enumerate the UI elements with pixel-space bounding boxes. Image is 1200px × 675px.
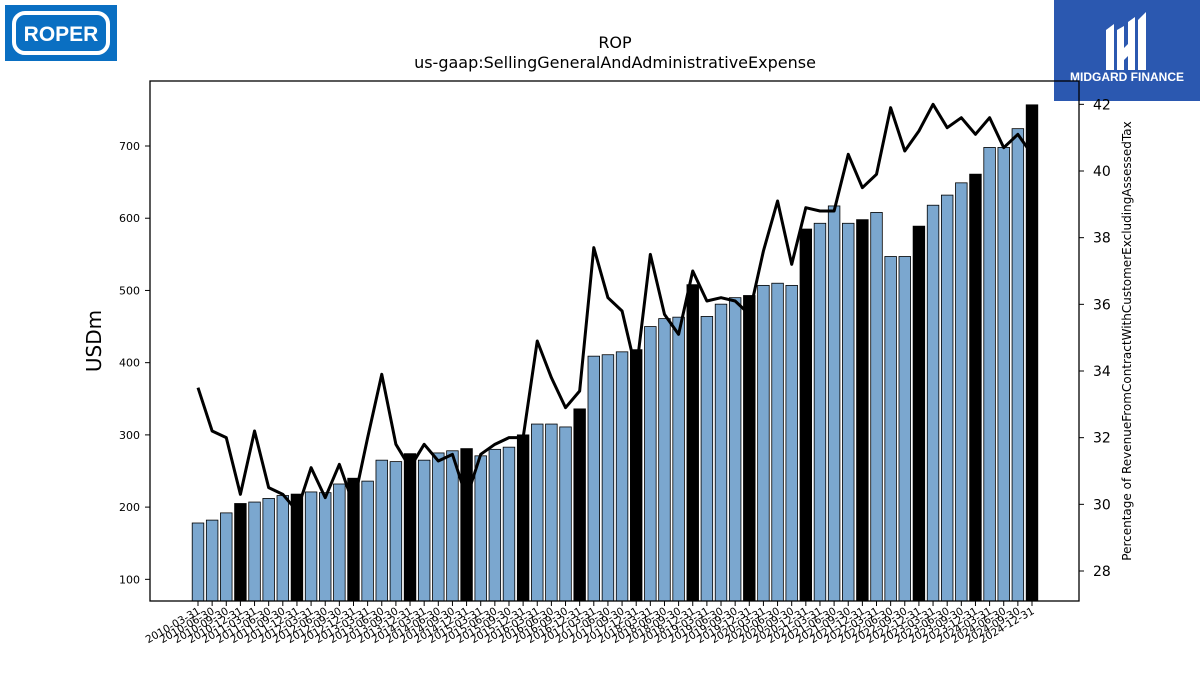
bar-2017-09-30 bbox=[615, 351, 629, 602]
bar-2018-09-30 bbox=[672, 316, 685, 602]
bar-2019-03-31 bbox=[700, 316, 714, 602]
bar-2022-12-31 bbox=[912, 225, 926, 602]
bar-2021-12-31 bbox=[856, 219, 869, 602]
y2-axis-label: Percentage of RevenueFromContractWithCus… bbox=[1120, 121, 1134, 560]
bar-2023-09-30 bbox=[955, 182, 968, 602]
y-tick-label: 600 bbox=[119, 212, 140, 225]
bar-2020-09-30 bbox=[785, 284, 798, 602]
bar-2010-12-31 bbox=[234, 503, 247, 602]
bar-2014-12-31 bbox=[460, 448, 473, 602]
midgard-logo-text: MIDGARD FINANCE bbox=[1070, 70, 1184, 84]
bar-2019-12-31 bbox=[743, 295, 756, 602]
y2-tick-label: 36 bbox=[1093, 297, 1111, 313]
y-tick-label: 700 bbox=[119, 140, 140, 153]
bar-2010-09-30 bbox=[220, 512, 233, 602]
roper-logo: ROPER bbox=[5, 5, 117, 61]
bar-2016-03-31 bbox=[531, 423, 544, 602]
y-tick-label: 500 bbox=[119, 284, 140, 297]
bar-2012-09-30 bbox=[333, 483, 346, 602]
bar-2013-09-30 bbox=[389, 461, 403, 602]
bar-2020-03-31 bbox=[757, 284, 770, 602]
y2-tick-label: 34 bbox=[1093, 364, 1111, 380]
bar-2010-06-30 bbox=[205, 519, 219, 602]
bar-2012-03-31 bbox=[304, 491, 318, 602]
plot-area: 1002003004005006007002830323436384042201… bbox=[119, 97, 1111, 646]
bar-2021-09-30 bbox=[842, 222, 855, 602]
bar-2012-06-30 bbox=[319, 492, 332, 602]
roper-logo-text: ROPER bbox=[24, 23, 99, 46]
bar-2020-12-31 bbox=[799, 228, 813, 602]
bar-2015-09-30 bbox=[502, 446, 516, 602]
y-tick-label: 400 bbox=[119, 357, 140, 370]
bar-2019-06-30 bbox=[714, 303, 728, 602]
y2-tick-label: 38 bbox=[1093, 231, 1111, 247]
bar-2023-03-31 bbox=[926, 204, 940, 602]
y2-tick-label: 28 bbox=[1093, 564, 1111, 580]
bar-2022-06-30 bbox=[884, 256, 897, 602]
y-tick-label: 100 bbox=[119, 573, 140, 586]
plot-frame bbox=[149, 80, 1080, 602]
bar-2018-06-30 bbox=[658, 318, 671, 602]
bar-2024-09-30 bbox=[1011, 128, 1025, 602]
y2-tick-label: 40 bbox=[1093, 164, 1111, 180]
bar-2017-12-31 bbox=[630, 349, 643, 602]
bar-2023-06-30 bbox=[940, 194, 954, 602]
bar-2021-06-30 bbox=[827, 205, 841, 602]
bar-2021-03-31 bbox=[813, 222, 827, 602]
midgard-emblem-icon bbox=[1106, 12, 1146, 70]
bar-2014-03-31 bbox=[417, 459, 431, 602]
chart-subtitle: us-gaap:SellingGeneralAndAdministrativeE… bbox=[414, 53, 816, 72]
y2-tick-label: 32 bbox=[1093, 431, 1111, 447]
bar-2024-06-30 bbox=[997, 147, 1010, 602]
y-tick-label: 200 bbox=[119, 501, 140, 514]
bar-2016-12-31 bbox=[573, 408, 586, 602]
bar-2024-12-31 bbox=[1025, 104, 1039, 602]
y-axis-label: USDm bbox=[82, 310, 106, 372]
y2-tick-label: 42 bbox=[1093, 97, 1111, 113]
bar-2015-12-31 bbox=[516, 434, 530, 602]
y-tick-label: 300 bbox=[119, 429, 140, 442]
bar-2024-03-31 bbox=[983, 147, 996, 602]
bar-2014-06-30 bbox=[432, 452, 445, 602]
bar-2018-03-31 bbox=[644, 326, 657, 602]
bar-2013-12-31 bbox=[403, 453, 417, 602]
ratio-line bbox=[196, 102, 1034, 513]
midgard-finance-logo: MIDGARD FINANCE bbox=[1054, 0, 1200, 101]
bar-2013-06-30 bbox=[375, 459, 388, 602]
bar-2015-06-30 bbox=[488, 448, 502, 602]
bar-2022-09-30 bbox=[898, 256, 911, 602]
bar-2013-03-31 bbox=[361, 480, 374, 602]
bar-2023-12-31 bbox=[969, 173, 982, 602]
bar-2020-06-30 bbox=[771, 282, 784, 602]
y2-tick-label: 30 bbox=[1093, 497, 1111, 513]
bar-2017-03-31 bbox=[587, 355, 600, 602]
bar-2019-09-30 bbox=[728, 297, 742, 602]
chart-title: ROP bbox=[598, 33, 632, 52]
bar-2017-06-30 bbox=[601, 354, 615, 602]
bar-2011-09-30 bbox=[276, 495, 290, 602]
bar-2015-03-31 bbox=[474, 455, 487, 602]
bar-2011-03-31 bbox=[248, 501, 261, 602]
bar-2014-09-30 bbox=[446, 450, 459, 602]
bar-2018-12-31 bbox=[686, 284, 699, 602]
bar-2016-09-30 bbox=[559, 426, 572, 602]
bar-2016-06-30 bbox=[545, 423, 558, 602]
bar-2010-03-31 bbox=[191, 522, 205, 602]
bar-2011-06-30 bbox=[262, 498, 275, 602]
bar-2022-03-31 bbox=[870, 212, 883, 602]
